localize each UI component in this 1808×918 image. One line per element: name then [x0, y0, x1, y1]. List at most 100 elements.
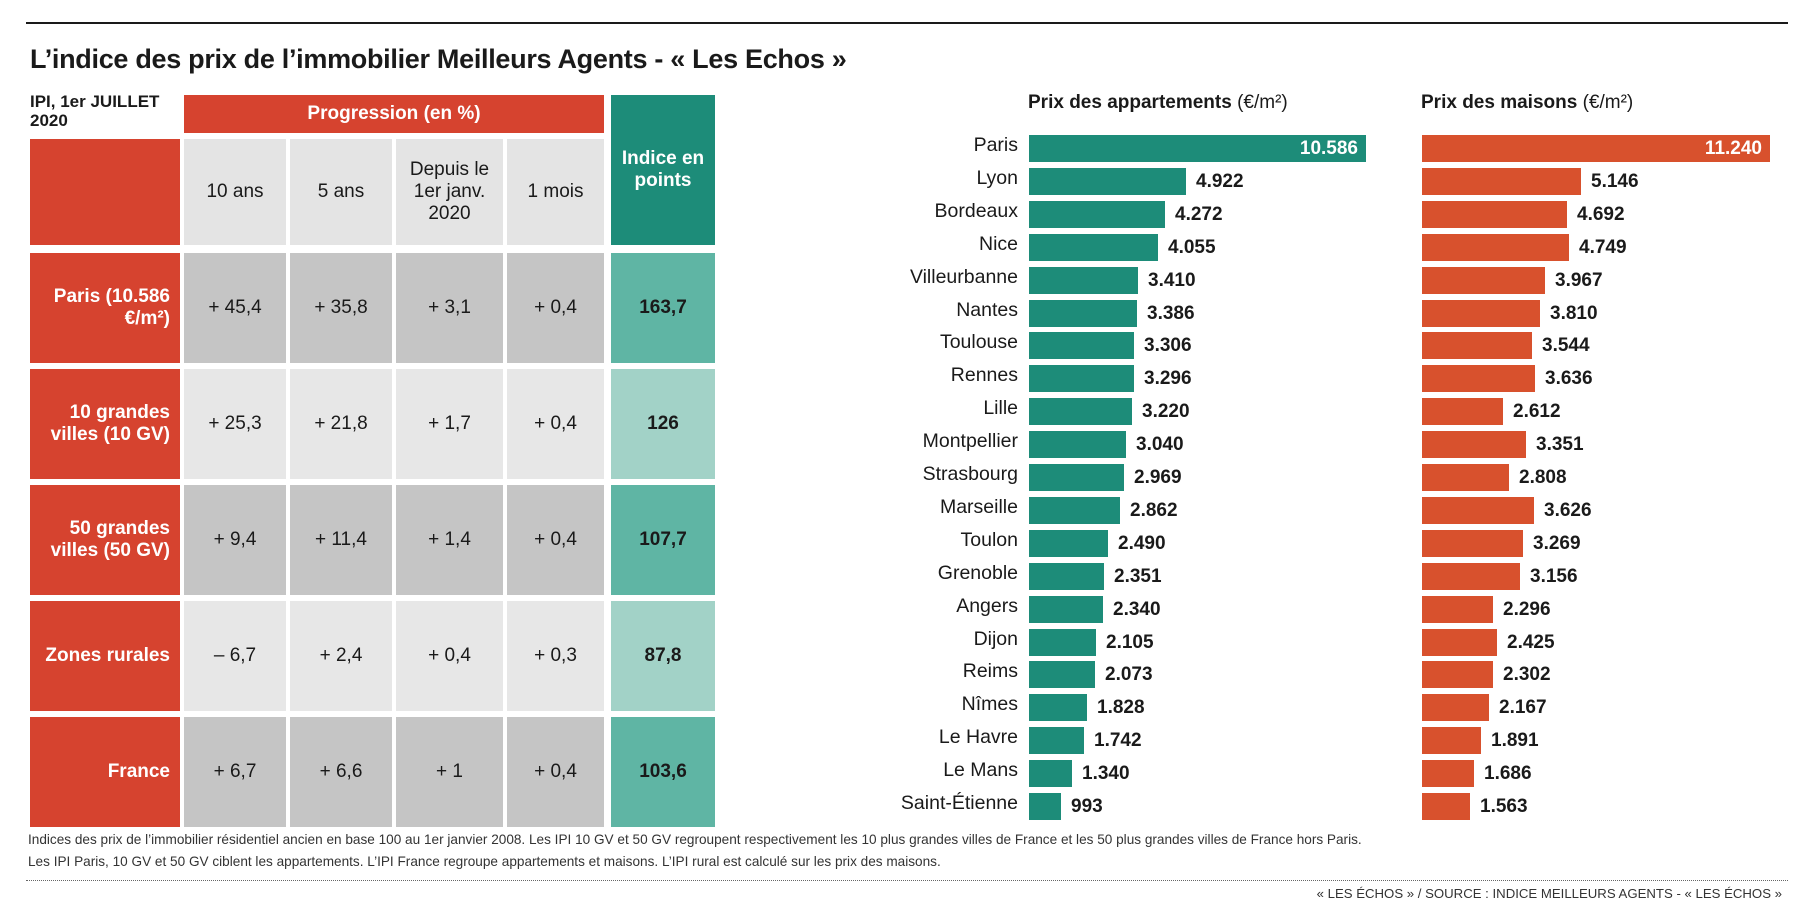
bar-value-label: 2.167: [1499, 697, 1547, 719]
city-label: Toulon: [960, 528, 1018, 551]
city-label: Nîmes: [961, 693, 1018, 716]
column-header-2: 5 ans: [290, 139, 392, 245]
bar: [1422, 431, 1526, 459]
bar-value-label: 5.146: [1591, 170, 1639, 192]
table-cell: + 9,4: [184, 485, 286, 595]
city-label: Reims: [962, 660, 1018, 683]
bar-value-label: 3.306: [1144, 335, 1192, 357]
city-label: Montpellier: [922, 430, 1018, 453]
index-header: Indice en points: [611, 95, 715, 245]
row-label: France: [30, 717, 180, 827]
table-cell: – 6,7: [184, 601, 286, 711]
city-label: Bordeaux: [934, 199, 1018, 222]
bar-value-label: 3.156: [1530, 565, 1578, 587]
bar: [1422, 398, 1503, 426]
bar: [1422, 200, 1567, 228]
table-cell: + 21,8: [290, 369, 392, 479]
column-header-4: 1 mois: [507, 139, 604, 245]
row-label: 10 grandes villes (10 GV): [30, 369, 180, 479]
bar: [1029, 365, 1134, 393]
bar: [1422, 464, 1509, 491]
bar: [1029, 431, 1126, 459]
bar-value-label: 2.340: [1113, 598, 1161, 620]
city-label: Marseille: [939, 495, 1018, 518]
bar-value-label: 2.351: [1114, 565, 1162, 587]
bar: [1422, 365, 1535, 393]
bar-value-label: 2.969: [1134, 467, 1182, 488]
bar-value-label: 1.686: [1484, 763, 1532, 785]
bar-value-label: 2.105: [1106, 631, 1154, 653]
bar: [1422, 661, 1493, 689]
bar-value-label: 3.810: [1550, 302, 1598, 324]
bar-value-label: 993: [1071, 796, 1103, 817]
bar-value-label: 3.269: [1533, 532, 1581, 554]
bar-value-label: 1.563: [1480, 796, 1528, 817]
table-cell: + 2,4: [290, 601, 392, 711]
bar-value-label: 3.351: [1536, 434, 1584, 456]
page-title: L’indice des prix de l’immobilier Meille…: [30, 44, 847, 74]
footnote-line-1: Indices des prix de l’immobilier résiden…: [28, 832, 1362, 847]
bar-value-label: 3.296: [1144, 368, 1192, 390]
bar: [1029, 266, 1138, 294]
city-label: Nantes: [956, 298, 1018, 321]
table-cell: + 35,8: [290, 253, 392, 363]
table-cell: + 25,3: [184, 369, 286, 479]
bar: [1422, 595, 1493, 623]
city-label: Toulouse: [939, 331, 1018, 354]
bar-value-label: 2.808: [1519, 467, 1567, 488]
bar-value-label: 3.967: [1555, 269, 1603, 291]
bar-value-label: 1.891: [1491, 730, 1539, 752]
city-labels: Paris Lyon Bordeaux Nice Villeurbanne Nantes T…: [800, 0, 1018, 918]
bar-value-label: 2.612: [1513, 401, 1561, 423]
bar-value-label: 2.862: [1130, 499, 1178, 521]
index-value: 163,7: [611, 253, 715, 363]
bar-value-label: 2.490: [1118, 532, 1166, 554]
bar: [1422, 332, 1532, 360]
city-label: Lille: [983, 397, 1018, 420]
table-cell: + 6,7: [184, 717, 286, 827]
bar-value-label: 3.040: [1136, 434, 1184, 456]
bar: [1029, 464, 1124, 491]
city-label: Lyon: [976, 166, 1018, 189]
bar: [1422, 694, 1489, 722]
city-label: Strasbourg: [922, 463, 1018, 485]
bar: [1029, 299, 1137, 327]
column-header-3: Depuis le 1er janv. 2020: [396, 139, 503, 245]
table-cell: + 1,4: [396, 485, 503, 595]
table-cell: + 3,1: [396, 253, 503, 363]
index-value: 87,8: [611, 601, 715, 711]
houses-title-text: Prix des maisons: [1421, 92, 1578, 113]
houses-chart-title: Prix des maisons (€/m²): [1421, 92, 1633, 114]
city-label: Angers: [956, 594, 1018, 617]
table-cell: + 6,6: [290, 717, 392, 827]
bar: [1029, 727, 1084, 755]
bar: [1029, 167, 1186, 195]
bar: [1029, 529, 1108, 557]
bar: [1422, 727, 1481, 755]
bar-value-label: 11.240: [1704, 138, 1762, 159]
bar: [1029, 233, 1158, 261]
bar-value-label: 3.386: [1147, 302, 1195, 324]
bar: [1029, 135, 1366, 162]
city-label: Saint-Étienne: [900, 792, 1018, 814]
bar: [1029, 200, 1165, 228]
index-value: 103,6: [611, 717, 715, 827]
bar: [1029, 661, 1095, 689]
bar: [1029, 332, 1134, 360]
apartments-chart-title: Prix des appartements (€/m²): [1028, 92, 1288, 114]
city-label: Villeurbanne: [909, 265, 1018, 288]
bar-value-label: 1.340: [1082, 763, 1130, 785]
source-credit: « LES ÉCHOS » / SOURCE : INDICE MEILLEUR…: [1316, 886, 1782, 901]
apartments-title-text: Prix des appartements: [1028, 92, 1232, 113]
bar: [1422, 529, 1523, 557]
index-value: 126: [611, 369, 715, 479]
bar: [1029, 595, 1103, 623]
bar-value-label: 4.922: [1196, 170, 1244, 192]
bar: [1029, 694, 1087, 722]
column-header-1: 10 ans: [184, 139, 286, 245]
city-label: Le Mans: [943, 759, 1018, 782]
bar-value-label: 3.636: [1545, 368, 1593, 390]
bar-value-label: 1.828: [1097, 697, 1145, 719]
table-cell: + 45,4: [184, 253, 286, 363]
bar: [1029, 398, 1132, 426]
